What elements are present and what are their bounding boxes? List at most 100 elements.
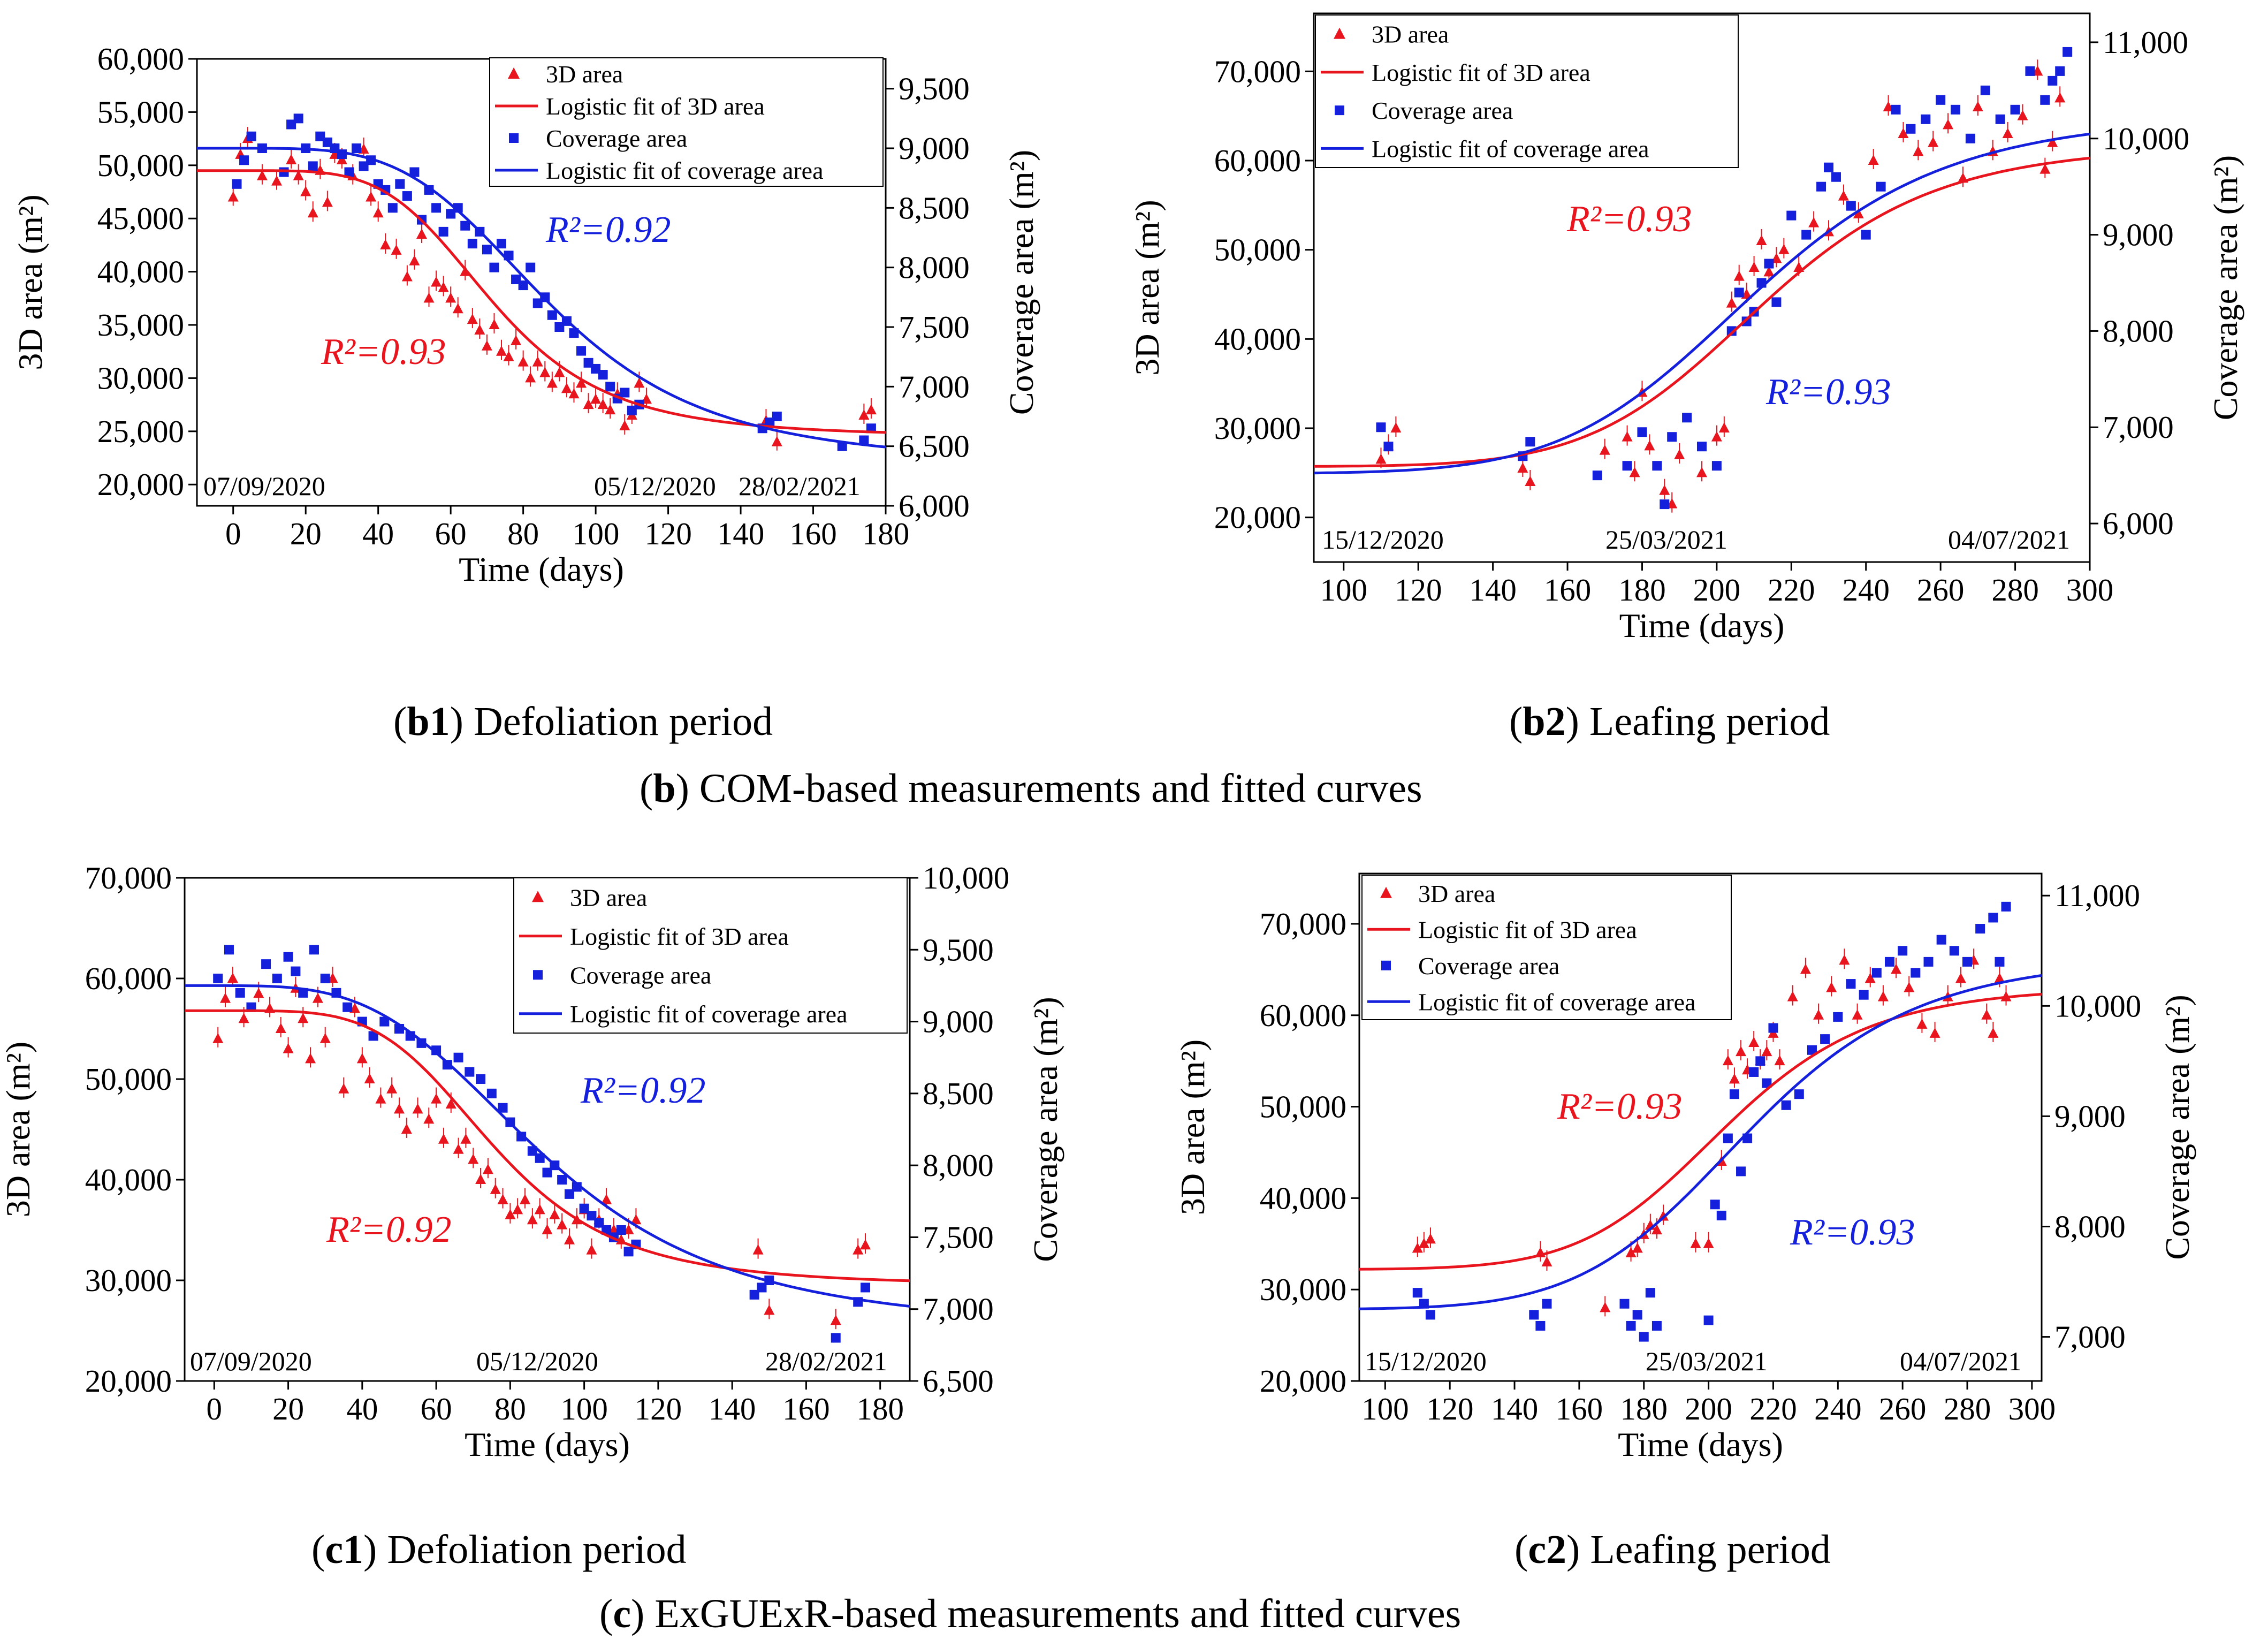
data-point-3d-area bbox=[468, 1153, 479, 1164]
data-point-3d-area bbox=[438, 282, 449, 292]
data-point-coverage-area bbox=[1741, 316, 1752, 327]
x-tick-label: 120 bbox=[644, 516, 692, 551]
legend-label: Logistic fit of coverage area bbox=[1418, 988, 1696, 1015]
data-point-3d-area bbox=[549, 1209, 560, 1219]
x-tick-label: 180 bbox=[862, 516, 910, 551]
data-point-3d-area bbox=[1943, 119, 1954, 130]
x-tick-label: 140 bbox=[1491, 1391, 1539, 1426]
data-point-coverage-area bbox=[587, 1211, 597, 1221]
legend-label: Logistic fit of 3D area bbox=[1372, 59, 1590, 86]
y-tick-label: 40,000 bbox=[85, 1162, 172, 1197]
data-point-3d-area bbox=[1988, 1027, 1999, 1038]
data-point-3d-area bbox=[445, 1098, 456, 1109]
data-point-coverage-area bbox=[1794, 1089, 1804, 1099]
data-point-3d-area bbox=[490, 1183, 501, 1194]
legend-marker-square bbox=[533, 970, 543, 980]
y-tick-label: 20,000 bbox=[97, 467, 184, 502]
data-point-coverage-area bbox=[1891, 104, 1901, 115]
x-tick-label: 180 bbox=[1618, 572, 1666, 608]
caption-c1: (c1) Defoliation period bbox=[311, 1527, 687, 1572]
data-point-coverage-area bbox=[1710, 1200, 1720, 1210]
data-point-coverage-area bbox=[261, 959, 271, 969]
data-point-coverage-area bbox=[395, 179, 405, 189]
data-point-coverage-area bbox=[623, 1247, 634, 1257]
data-point-3d-area bbox=[1600, 1302, 1611, 1312]
x-tick-label: 260 bbox=[1879, 1391, 1927, 1426]
x-tick-label: 40 bbox=[346, 1391, 378, 1426]
r-squared-coverage-area: R²=0.92 bbox=[545, 209, 671, 251]
data-point-coverage-area bbox=[1632, 1310, 1642, 1320]
data-point-coverage-area bbox=[1412, 1288, 1422, 1298]
data-point-3d-area bbox=[322, 196, 333, 207]
y-axis-label: 3D area (m²) bbox=[11, 194, 49, 370]
data-point-3d-area bbox=[1913, 146, 1924, 156]
data-point-coverage-area bbox=[1425, 1310, 1435, 1320]
data-point-3d-area bbox=[568, 388, 580, 399]
y-tick-label: 25,000 bbox=[97, 414, 184, 449]
chart-c1-defoliation-exguexr: 0 20 40 60 80 100 120 140 160 180 20,000 30,000 40,0… bbox=[0, 860, 1064, 1463]
data-point-3d-area bbox=[220, 992, 231, 1003]
data-point-3d-area bbox=[1852, 1009, 1863, 1020]
data-point-3d-area bbox=[534, 1204, 545, 1215]
data-point-3d-area bbox=[605, 404, 616, 415]
data-point-3d-area bbox=[445, 292, 456, 303]
data-point-3d-area bbox=[1726, 297, 1737, 308]
data-point-3d-area bbox=[271, 175, 283, 186]
data-point-3d-area bbox=[1916, 1018, 1928, 1029]
data-point-3d-area bbox=[1525, 476, 1536, 486]
legend-label: 3D area bbox=[570, 884, 647, 911]
data-point-3d-area bbox=[630, 1214, 642, 1225]
data-point-3d-area bbox=[830, 1315, 841, 1325]
data-point-3d-area bbox=[1674, 449, 1685, 459]
data-point-coverage-area bbox=[322, 137, 332, 147]
x-tick-label: 0 bbox=[225, 516, 241, 551]
y2-tick-label: 10,000 bbox=[923, 860, 1009, 895]
y-axis-label: 3D area (m²) bbox=[1128, 200, 1166, 375]
data-point-coverage-area bbox=[576, 346, 587, 356]
data-point-coverage-area bbox=[511, 274, 521, 284]
data-point-coverage-area bbox=[239, 155, 249, 165]
data-point-3d-area bbox=[1690, 1238, 1701, 1248]
x-tick-label: 40 bbox=[362, 516, 394, 551]
data-point-3d-area bbox=[583, 399, 594, 409]
data-point-coverage-area bbox=[1824, 162, 1834, 172]
x-tick-label: 80 bbox=[507, 516, 539, 551]
data-point-coverage-area bbox=[757, 1282, 767, 1293]
data-point-3d-area bbox=[1972, 101, 1983, 111]
y2-axis-label: Coverage area (m²) bbox=[2206, 155, 2244, 420]
y2-tick-label: 11,000 bbox=[2054, 878, 2140, 913]
data-point-3d-area bbox=[1541, 1256, 1552, 1266]
data-point-coverage-area bbox=[1651, 1320, 1662, 1331]
data-point-coverage-area bbox=[1525, 437, 1535, 447]
x-tick-label: 220 bbox=[1749, 1391, 1797, 1426]
data-point-coverage-area bbox=[579, 1203, 589, 1213]
y-tick-label: 70,000 bbox=[85, 860, 172, 895]
legend: 3D area Logistic fit of 3D area Coverage a… bbox=[1315, 14, 1739, 168]
x-tick-label: 260 bbox=[1917, 572, 1965, 608]
data-point-coverage-area bbox=[1755, 1056, 1765, 1066]
data-point-coverage-area bbox=[594, 1218, 604, 1228]
date-annotation: 25/03/2021 bbox=[1646, 1346, 1768, 1376]
data-point-coverage-area bbox=[583, 358, 593, 368]
y-tick-label: 50,000 bbox=[97, 148, 184, 183]
data-point-3d-area bbox=[460, 1133, 471, 1144]
data-point-3d-area bbox=[1853, 208, 1864, 218]
legend-marker-square bbox=[509, 133, 519, 143]
data-point-3d-area bbox=[452, 303, 463, 314]
data-point-3d-area bbox=[1625, 1247, 1637, 1257]
data-point-3d-area bbox=[474, 324, 485, 335]
data-point-coverage-area bbox=[1726, 326, 1737, 336]
data-point-coverage-area bbox=[446, 209, 456, 219]
data-point-coverage-area bbox=[2025, 66, 2035, 76]
x-tick-label: 100 bbox=[1320, 572, 1368, 608]
data-point-coverage-area bbox=[1949, 946, 1959, 956]
data-point-3d-area bbox=[1877, 991, 1889, 1001]
data-point-3d-area bbox=[503, 351, 514, 361]
x-tick-label: 240 bbox=[1842, 572, 1890, 608]
data-point-coverage-area bbox=[1859, 990, 1869, 1000]
data-point-3d-area bbox=[438, 1133, 449, 1144]
data-point-coverage-area bbox=[246, 131, 256, 141]
data-point-coverage-area bbox=[2048, 75, 2058, 86]
data-point-coverage-area bbox=[272, 974, 282, 983]
data-point-3d-area bbox=[1868, 155, 1879, 165]
